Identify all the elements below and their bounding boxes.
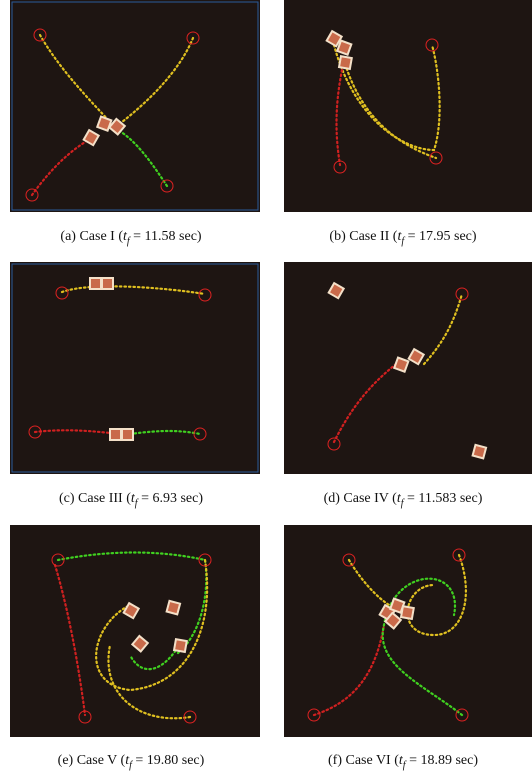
caption-part: = 17.95 sec) bbox=[404, 229, 476, 244]
panel-a bbox=[10, 0, 260, 212]
panel-b bbox=[284, 0, 532, 212]
panel-d bbox=[284, 262, 532, 474]
caption-part: (d) Case IV ( bbox=[324, 491, 397, 506]
caption-part: = 18.89 sec) bbox=[406, 753, 478, 768]
caption-part: = 11.583 sec) bbox=[403, 491, 482, 506]
caption-part: (e) Case V ( bbox=[58, 753, 126, 768]
caption-part: (f) Case VI ( bbox=[328, 753, 399, 768]
panel-c bbox=[10, 262, 260, 474]
caption-part: (c) Case III ( bbox=[59, 491, 131, 506]
page: (a) Case I (tf = 11.58 sec) (b) Case II … bbox=[0, 0, 532, 778]
caption-part: (a) Case I ( bbox=[60, 229, 123, 244]
caption-a: (a) Case I (tf = 11.58 sec) bbox=[0, 229, 262, 247]
caption-b: (b) Case II (tf = 17.95 sec) bbox=[272, 229, 532, 247]
caption-part: = 11.58 sec) bbox=[130, 229, 202, 244]
caption-part: = 19.80 sec) bbox=[132, 753, 204, 768]
panel-f bbox=[284, 525, 532, 737]
caption-part: = 6.93 sec) bbox=[138, 491, 203, 506]
caption-c: (c) Case III (tf = 6.93 sec) bbox=[0, 491, 262, 509]
caption-f: (f) Case VI (tf = 18.89 sec) bbox=[272, 753, 532, 771]
caption-d: (d) Case IV (tf = 11.583 sec) bbox=[272, 491, 532, 509]
panel-e bbox=[10, 525, 260, 737]
caption-e: (e) Case V (tf = 19.80 sec) bbox=[0, 753, 262, 771]
caption-part: (b) Case II ( bbox=[329, 229, 397, 244]
